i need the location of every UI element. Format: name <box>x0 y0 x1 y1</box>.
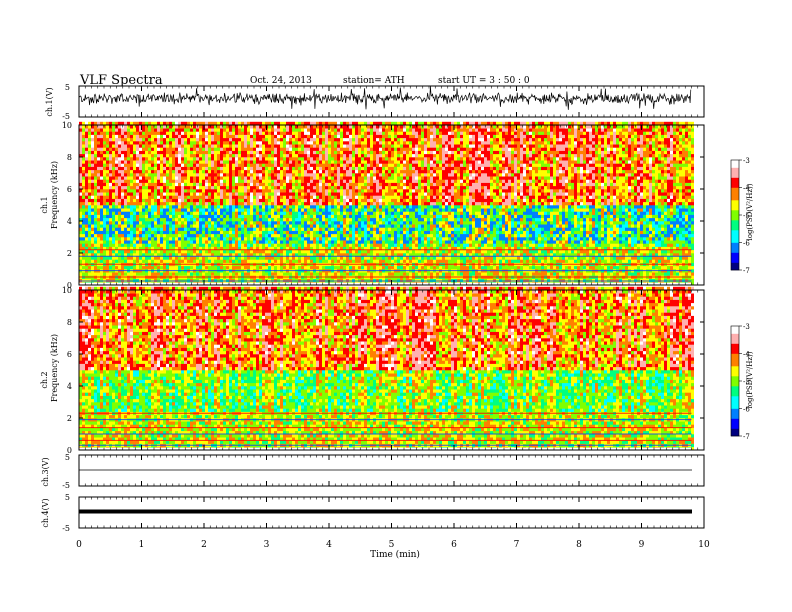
ch3-ytick-top: 5 <box>65 453 70 462</box>
x-tick-label-8: 8 <box>576 540 582 550</box>
x-tick-label-4: 4 <box>326 540 332 550</box>
ch3-ytick-bottom: -5 <box>62 481 70 490</box>
ch4-ytick-bottom: -5 <box>62 524 70 533</box>
x-tick-label-9: 9 <box>639 540 645 550</box>
x-axis-label: Time (min) <box>370 549 420 560</box>
x-tick-label-7: 7 <box>514 540 520 550</box>
ch1-spec-ylabel: Frequency (kHz) <box>50 161 59 229</box>
ch2-spec-ylabel: Frequency (kHz) <box>50 334 59 402</box>
cbar1-tick-4: -7 <box>743 267 750 275</box>
cbar2-tick-4: -7 <box>743 433 750 441</box>
spec2-ytick-1: 8 <box>67 318 72 327</box>
ch3-ylabel: ch.3(V) <box>41 457 50 486</box>
cbar1-tick-2: -5 <box>743 212 750 220</box>
ch1-panel: 5 -5 ch.1(V) <box>45 83 705 121</box>
cbar1-tick-1: -4 <box>743 185 750 193</box>
spec1-ytick-2: 6 <box>67 185 72 194</box>
x-tick-label-1: 1 <box>139 540 145 550</box>
spec2-ytick-2: 6 <box>67 350 72 359</box>
ch1-ylabel: ch.1(V) <box>45 87 54 116</box>
spec2-ytick-3: 4 <box>67 382 72 391</box>
cbar2-tick-1: -4 <box>743 351 750 359</box>
cbar2-tick-0: -3 <box>743 323 750 331</box>
ch1-spectrogram-panel: 10 8 6 4 2 0 ch.1 Frequency (kHz) <box>40 121 705 290</box>
ch4-ytick-top: 5 <box>65 493 70 502</box>
ch1-ytick-top: 5 <box>65 83 70 92</box>
x-tick-label-0: 0 <box>76 540 82 550</box>
ch1-spec-channel-label: ch.1 <box>40 196 49 213</box>
station-label: station= ATH <box>343 76 405 86</box>
figure-title: VLF Spectra <box>79 73 163 88</box>
spec1-ytick-4: 2 <box>67 249 72 258</box>
x-tick-label-10: 10 <box>698 540 710 550</box>
x-tick-label-5: 5 <box>389 540 395 550</box>
ch2-spectrogram-panel: 10 8 6 4 2 0 ch.2 Frequency (kHz) <box>40 286 705 455</box>
ch4-ylabel: ch.4(V) <box>41 498 50 527</box>
spec1-ytick-1: 8 <box>67 153 72 162</box>
spec2-ytick-5: 0 <box>67 446 72 455</box>
x-tick-label-6: 6 <box>451 540 457 550</box>
ch1-spectrogram <box>79 121 694 286</box>
spec1-ytick-3: 4 <box>67 217 72 226</box>
date-label: Oct. 24, 2013 <box>250 76 312 86</box>
cbar1-tick-0: -3 <box>743 157 750 165</box>
ch1-ytick-bottom: -5 <box>62 112 70 121</box>
start-time-label: start UT = 3 : 50 : 0 <box>438 76 530 86</box>
ch2-spec-channel-label: ch.2 <box>40 371 49 388</box>
colorbar-ch2-label: log(PSD(V²/Hz)) <box>746 351 754 408</box>
ch1-trace <box>78 85 692 110</box>
cbar2-tick-3: -6 <box>743 406 750 414</box>
spec2-ytick-4: 2 <box>67 414 72 423</box>
x-tick-label-2: 2 <box>201 540 207 550</box>
colorbar-ch1: -3 -4 -5 -6 -7 <box>730 157 750 275</box>
x-axis: 0 1 2 3 4 5 6 7 8 9 10 <box>76 86 710 550</box>
cbar1-tick-3: -6 <box>743 240 750 248</box>
spec1-ytick-0: 10 <box>62 121 72 130</box>
colorbar-ch1-label: log(PSD(V²/Hz)) <box>746 183 754 240</box>
cbar2-tick-2: -5 <box>743 378 750 386</box>
ch2-spectrogram <box>79 286 694 451</box>
spec2-ytick-0: 10 <box>62 286 72 295</box>
spec1-ytick-5: 0 <box>67 281 72 290</box>
x-tick-label-3: 3 <box>264 540 270 550</box>
colorbar-ch2: -3 -4 -5 -6 -7 <box>730 323 750 441</box>
